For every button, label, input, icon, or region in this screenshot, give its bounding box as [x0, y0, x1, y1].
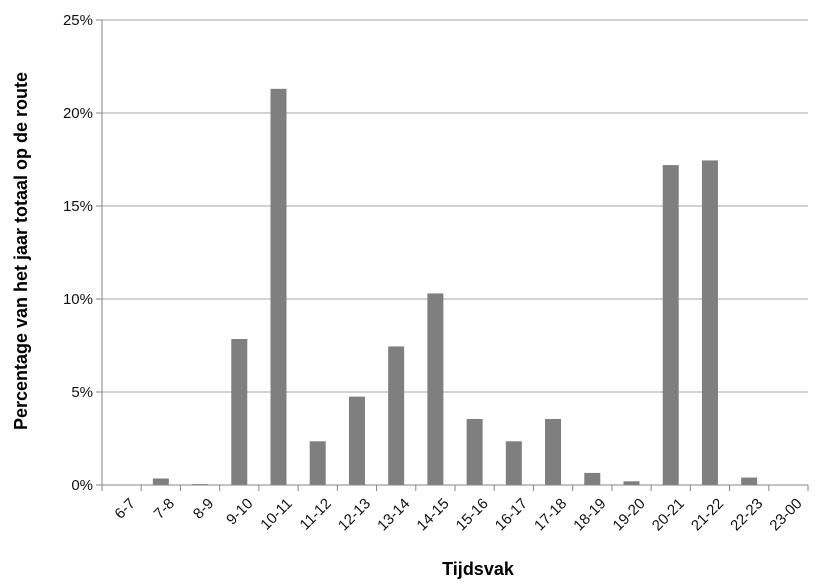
- x-tick-label: 23-00: [766, 495, 805, 534]
- bar-22-23: [741, 477, 758, 485]
- x-tick-label: 14-15: [413, 495, 452, 534]
- bar-11-12: [309, 441, 326, 485]
- y-tick-label: 25%: [63, 12, 93, 29]
- y-tick-labels: 0% 5% 10% 15% 20% 25%: [63, 12, 93, 494]
- x-tick-label: 21-22: [688, 495, 727, 534]
- bar-19-20: [623, 481, 640, 485]
- y-axis-title: Percentage van het jaar totaal op de rou…: [11, 72, 31, 430]
- bar-17-18: [545, 418, 562, 485]
- x-tick-label: 18-19: [570, 495, 609, 534]
- bar-10-11: [270, 88, 287, 485]
- bar-12-13: [348, 396, 365, 485]
- bar-13-14: [388, 346, 405, 485]
- x-tick-label: 9-10: [223, 495, 256, 528]
- gridlines: [96, 19, 808, 486]
- y-tick-label: 20%: [63, 105, 93, 122]
- bars: [152, 88, 758, 485]
- bar-14-15: [427, 293, 444, 485]
- bar-18-19: [584, 472, 601, 485]
- x-tick-label: 7-8: [151, 495, 178, 522]
- x-tick-label: 17-18: [531, 495, 570, 534]
- x-tick-label: 15-16: [453, 495, 492, 534]
- x-tick-label: 11-12: [297, 495, 335, 533]
- x-tick-label: 10-11: [257, 495, 295, 533]
- bar-15-16: [466, 418, 483, 485]
- bar-9-10: [231, 338, 248, 485]
- bar-7-8: [152, 478, 169, 485]
- axes: [101, 20, 809, 491]
- x-tick-label: 12-13: [335, 495, 374, 534]
- y-tick-label: 10%: [63, 291, 93, 308]
- x-tick-label: 20-21: [649, 495, 688, 534]
- y-tick-label: 15%: [63, 198, 93, 215]
- x-tick-label: 19-20: [610, 495, 649, 534]
- x-tick-label: 8-9: [190, 495, 217, 522]
- y-tick-label: 0%: [71, 477, 93, 494]
- bar-16-17: [505, 441, 522, 485]
- y-tick-label: 5%: [71, 384, 93, 401]
- x-tick-label: 13-14: [374, 495, 413, 534]
- x-tick-label: 6-7: [111, 495, 138, 522]
- x-tick-labels: 6-7 7-8 8-9 9-10 10-11 11-12 12-13 13-14 14-15 15…: [111, 495, 805, 534]
- x-tick-label: 22-23: [727, 495, 766, 534]
- bar-21-22: [701, 160, 718, 485]
- x-tick-label: 16-17: [492, 495, 531, 534]
- x-axis-title: Tijdsvak: [442, 559, 515, 579]
- bar-20-21: [662, 165, 679, 485]
